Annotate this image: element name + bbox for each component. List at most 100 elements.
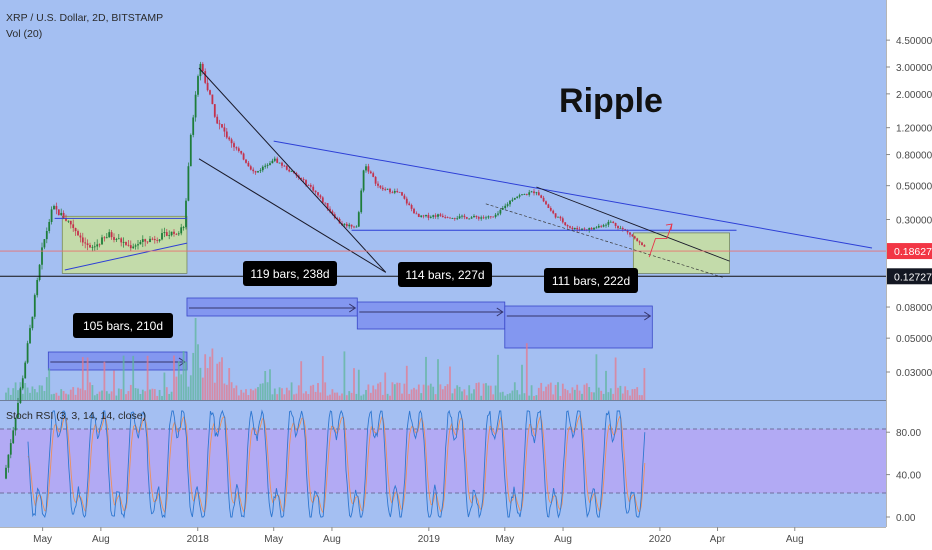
candle-body [477, 217, 480, 219]
volume-bar [257, 387, 259, 400]
volume-bar [89, 382, 91, 400]
volume-bar [605, 370, 607, 400]
volume-bar [590, 392, 593, 400]
price-axis[interactable] [886, 0, 932, 527]
volume-bar [621, 393, 624, 400]
volume-bar [9, 394, 12, 400]
volume-bar [545, 386, 547, 400]
candle-body [422, 215, 425, 217]
volume-bar [108, 393, 111, 400]
volume-bar [389, 395, 391, 400]
volume-bar [374, 389, 377, 400]
volume-bar [309, 385, 312, 400]
candle-body [252, 169, 255, 172]
volume-bar [465, 395, 468, 400]
volume-bar [377, 383, 379, 400]
volume-bar [432, 386, 435, 400]
volume-bar [530, 385, 533, 400]
candle-body [98, 244, 101, 246]
volume-bar [533, 395, 535, 400]
candle-body [113, 237, 115, 240]
bar-count-labels: 105 bars, 210d 119 bars, 238d 114 bars, 22… [73, 261, 638, 338]
candle-body [67, 220, 70, 222]
candle-body [209, 90, 211, 95]
candle-body [161, 233, 163, 240]
volume-bar [617, 387, 619, 400]
volume-bar [509, 393, 511, 400]
current-price-tag-label: 0.18627 [894, 246, 932, 258]
volume-bar [213, 382, 216, 400]
volume-bar [276, 394, 279, 400]
candle-body [614, 222, 617, 226]
candle-body [235, 147, 238, 149]
support-level-tag-label: 0.12727 [894, 271, 932, 283]
candle-body [317, 192, 319, 196]
candle-body [285, 165, 288, 170]
volume-bar [24, 383, 27, 400]
candle-body [413, 208, 415, 214]
volume-bar [261, 383, 264, 400]
volume-bar [165, 387, 168, 400]
volume-bar [48, 368, 51, 400]
stoch-axis-label: 0.00 [896, 513, 916, 524]
volume-bar [302, 393, 305, 400]
candle-body [417, 213, 420, 217]
candle-body [396, 190, 399, 192]
candle-body [381, 187, 384, 190]
time-axis-ticks: May Aug 2018 May Aug 2019 May Aug 2020 Apr Aug [33, 527, 804, 545]
time-axis[interactable] [0, 527, 932, 550]
volume-bar [57, 395, 60, 400]
candle-body [547, 204, 550, 209]
volume-bar [288, 390, 291, 400]
candle-body [156, 240, 159, 241]
candle-body [69, 220, 72, 225]
candle-body [393, 190, 396, 193]
volume-bar [137, 388, 139, 400]
candle-body [38, 264, 41, 281]
volume-bar [333, 392, 336, 400]
volume-bar [525, 343, 528, 400]
volume-bar [129, 384, 132, 400]
bars-arrowhead-1 [178, 357, 186, 367]
candle-body [621, 227, 624, 230]
candle-body [641, 242, 643, 246]
volume-bar [547, 384, 550, 400]
volume-bar [513, 382, 516, 400]
main-pane[interactable] [0, 0, 886, 400]
volume-bar [161, 395, 163, 400]
volume-bar [86, 357, 89, 400]
candle-body [581, 228, 583, 231]
candle-body [233, 143, 235, 148]
volume-bar [240, 389, 243, 400]
candle-body [578, 229, 581, 231]
candle-body [26, 343, 29, 363]
candle-body [211, 94, 214, 105]
volume-bar [230, 382, 233, 400]
volume-bar [497, 354, 499, 400]
candle-body [204, 71, 207, 83]
candle-body [259, 170, 262, 172]
candle-body [398, 191, 401, 193]
bar-count-label-3: 114 bars, 227d [405, 268, 484, 282]
candle-body [506, 204, 509, 206]
volume-bar [506, 394, 509, 400]
candle-body [480, 217, 483, 219]
volume-bar [122, 355, 125, 400]
candle-body [55, 205, 58, 210]
stoch-axis-ticks: 80.00 40.00 0.00 [886, 428, 921, 524]
volume-bar [528, 395, 531, 400]
volume-bar [453, 388, 456, 400]
candle-body [266, 164, 269, 166]
volume-bar [422, 384, 425, 400]
candle-body [458, 216, 461, 219]
candle-body [45, 230, 48, 240]
candle-body [482, 217, 485, 219]
projection-arrowhead [665, 223, 673, 231]
candle-body [326, 203, 329, 209]
candle-body [537, 192, 540, 196]
current-price-tag [887, 243, 932, 260]
candle-body [456, 218, 459, 220]
candle-body [223, 127, 226, 132]
candle-body [432, 215, 435, 217]
